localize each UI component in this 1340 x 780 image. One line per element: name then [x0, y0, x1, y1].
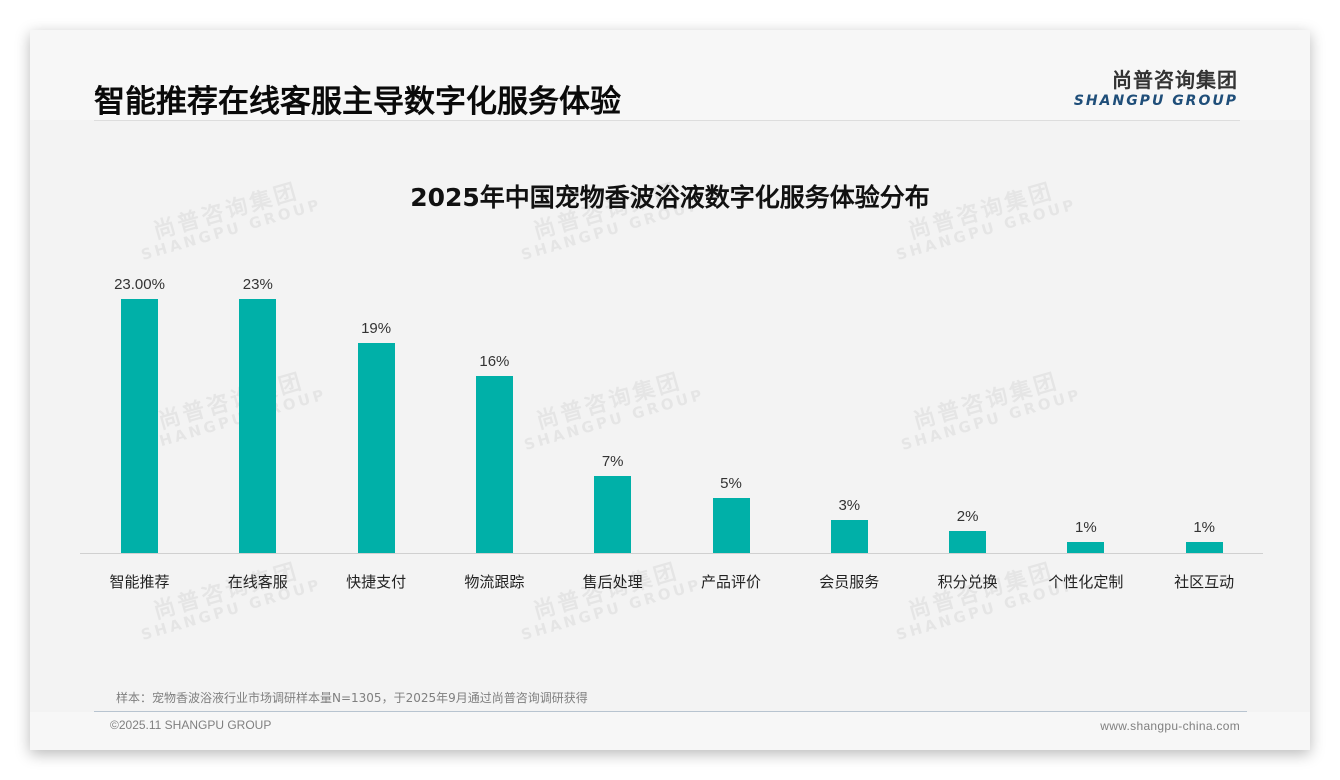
- bar[interactable]: [357, 343, 395, 553]
- bar[interactable]: [475, 376, 513, 553]
- bar-value-label: 1%: [1075, 518, 1097, 536]
- footer-divider: [94, 711, 1247, 712]
- category-label: 快捷支付: [346, 573, 407, 591]
- header-band: [30, 30, 1310, 120]
- bar-value-label: 23.00%: [114, 276, 165, 293]
- bar[interactable]: [121, 299, 158, 553]
- bar[interactable]: [830, 519, 868, 553]
- bar-group: 1% 社区互动: [1145, 30, 1263, 750]
- bar-value-label: 16%: [479, 353, 510, 371]
- category-label: 售后处理: [582, 573, 643, 591]
- footer-band: [30, 712, 1310, 750]
- x-axis-line: [80, 553, 1263, 554]
- category-label: 物流跟踪: [464, 573, 525, 591]
- bar[interactable]: [1185, 541, 1223, 553]
- website-link[interactable]: www.shangpu-china.com: [1100, 719, 1240, 733]
- bar-value-label: 19%: [361, 320, 392, 338]
- category-label: 个性化定制: [1048, 573, 1124, 591]
- bar-value-label: 3%: [838, 496, 861, 514]
- category-label: 在线客服: [227, 573, 288, 591]
- logo-cn: 尚普咨询集团: [1112, 68, 1238, 92]
- sample-note: 样本：宠物香波浴液行业市场调研样本量N=1305，于2025年9月通过尚普咨询调…: [116, 691, 588, 705]
- bar-group: 19% 快捷支付: [317, 30, 435, 750]
- bar[interactable]: [594, 475, 632, 553]
- company-logo: 尚普咨询集团 SHANGPU GROUP: [1074, 64, 1238, 109]
- bar[interactable]: [949, 530, 987, 553]
- bar-group: 3% 会员服务: [790, 30, 908, 750]
- slide: 智能推荐在线客服主导数字化服务体验 尚普咨询集团 SHANGPU GROUP 尚…: [30, 30, 1310, 750]
- bar-group: 2% 积分兑换: [909, 30, 1027, 750]
- page-title: 智能推荐在线客服主导数字化服务体验: [94, 84, 621, 120]
- bar-group: 7% 售后处理: [554, 30, 672, 750]
- category-label: 积分兑换: [937, 573, 998, 591]
- logo-en: SHANGPU GROUP: [1073, 93, 1238, 109]
- category-label: 智能推荐: [109, 573, 170, 591]
- chart-title: 2025年中国宠物香波浴液数字化服务体验分布: [410, 183, 930, 212]
- bar[interactable]: [239, 299, 277, 553]
- bar-value-label: 1%: [1193, 518, 1216, 536]
- bar[interactable]: [712, 497, 750, 553]
- bar-group: 1% 个性化定制: [1027, 30, 1145, 750]
- bar[interactable]: [1067, 541, 1105, 553]
- bar-group: 16% 物流跟踪: [435, 30, 553, 750]
- bar-group: 23.00% 智能推荐: [81, 30, 199, 750]
- category-label: 社区互动: [1174, 573, 1235, 591]
- header-divider: [94, 120, 1240, 121]
- bar-group: 5% 产品评价: [672, 30, 790, 750]
- bar-value-label: 5%: [720, 474, 742, 492]
- bar-value-label: 23%: [242, 276, 273, 293]
- copyright: ©2025.11 SHANGPU GROUP: [110, 718, 272, 732]
- bar-value-label: 7%: [601, 452, 624, 470]
- category-label: 会员服务: [819, 573, 880, 591]
- category-label: 产品评价: [700, 573, 761, 591]
- bar-value-label: 2%: [956, 507, 979, 525]
- bar-group: 23% 在线客服: [199, 30, 317, 750]
